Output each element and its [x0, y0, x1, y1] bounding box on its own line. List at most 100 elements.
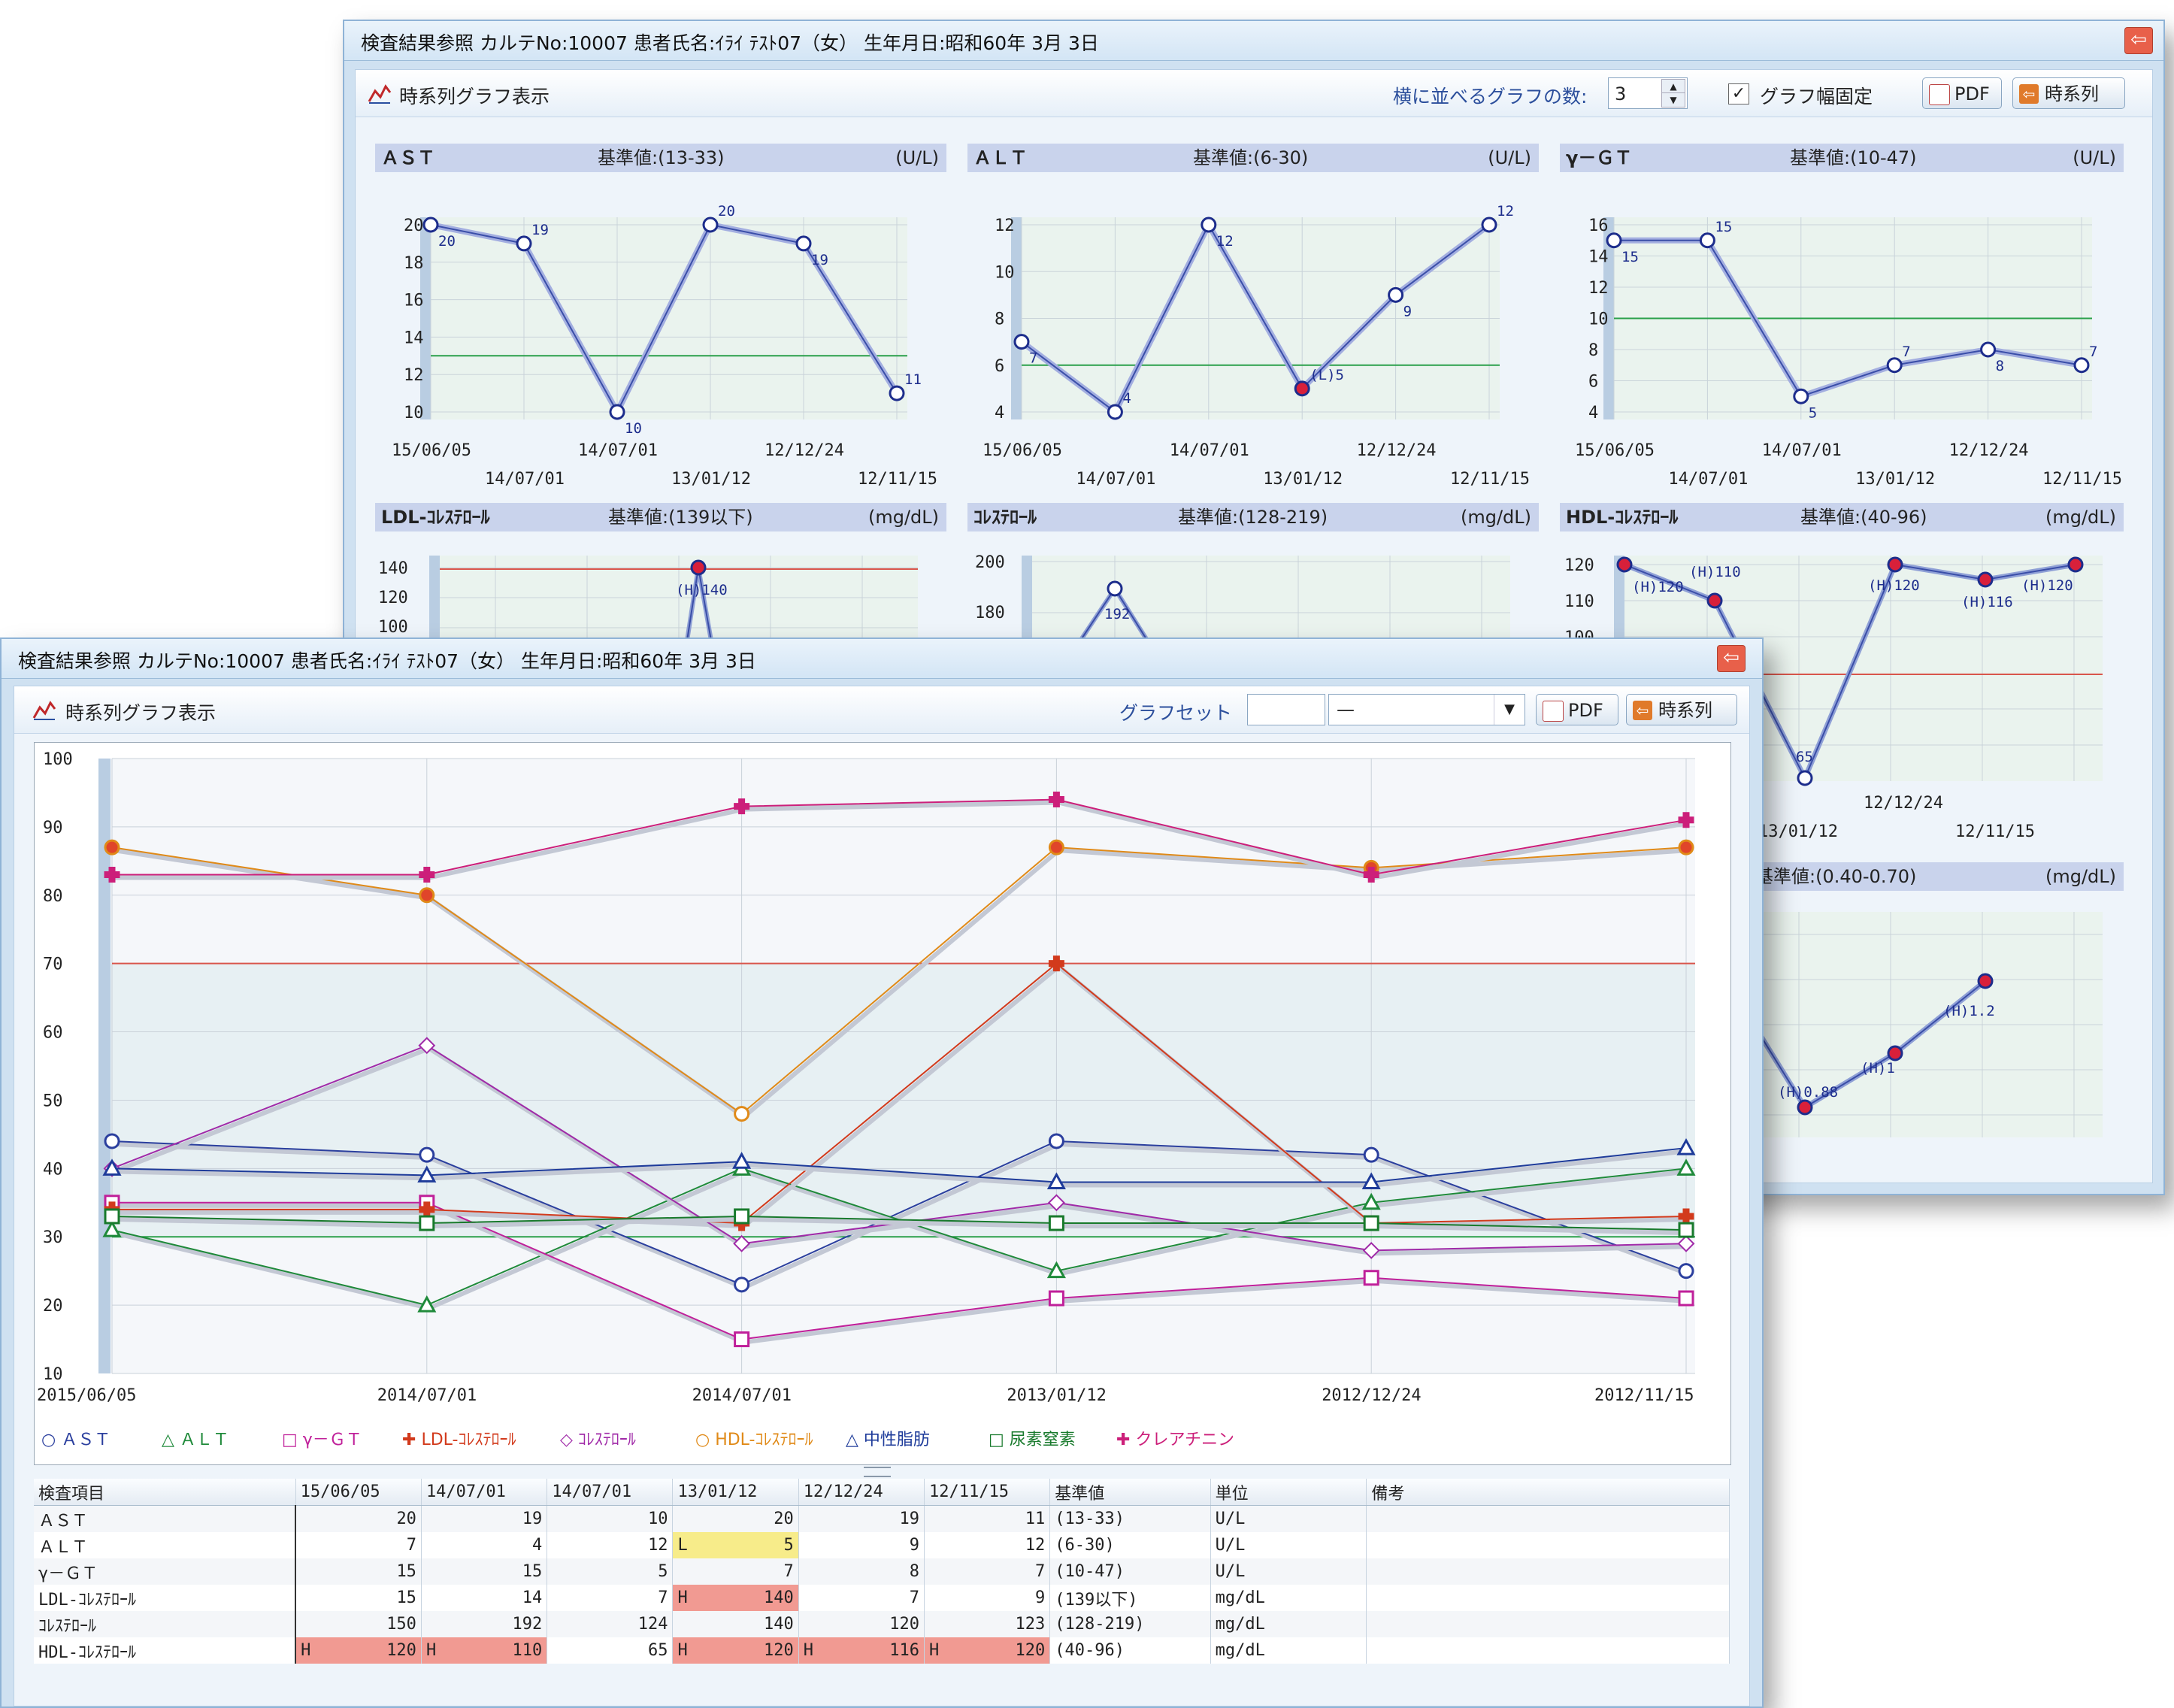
- legend-item: ✚ クレアチニン: [1116, 1426, 1234, 1450]
- main-point: [419, 1215, 435, 1231]
- table-header-cell[interactable]: 検査項目: [34, 1479, 296, 1506]
- front-toolbar: 時系列グラフ表示 グラフセット — ▼ PDF ⇦ 時系列: [14, 686, 1749, 734]
- main-point: [1362, 1241, 1380, 1259]
- c0-point: [889, 385, 905, 401]
- main-point: [1048, 1215, 1064, 1231]
- table-cell-note: [1366, 1558, 1730, 1585]
- fixed-width-checkbox[interactable]: ✓: [1728, 83, 1749, 104]
- legend-item: △ ＡＬＴ: [162, 1426, 229, 1450]
- graphset-code-input[interactable]: [1247, 694, 1325, 725]
- main-point: [734, 1276, 750, 1293]
- table-cell-value: 15: [295, 1585, 422, 1611]
- front-close-icon[interactable]: ⇦: [1717, 645, 1746, 672]
- back-close-icon[interactable]: ⇦: [2124, 27, 2153, 54]
- c0-point-label: 11: [904, 371, 922, 388]
- main-series-line: [112, 1201, 1687, 1340]
- c2-ytick: 12: [1588, 279, 1609, 298]
- c2-point-label: 15: [1621, 249, 1639, 265]
- c2-point: [1886, 357, 1903, 374]
- ldl-yticks: 14012010080: [378, 559, 408, 666]
- main-xtick: 2014/07/01: [377, 1386, 477, 1404]
- table-header-cell[interactable]: 15/06/05: [295, 1479, 422, 1506]
- table-header-cell[interactable]: 単位: [1210, 1479, 1367, 1506]
- c2-xtick: 12/12/24: [1949, 441, 2029, 460]
- table-cell-note: [1366, 1611, 1730, 1637]
- c2-ytick: 8: [1588, 341, 1598, 360]
- table-header-cell[interactable]: 13/01/12: [672, 1479, 799, 1506]
- table-header-cell[interactable]: 基準値: [1049, 1479, 1211, 1506]
- table-header-cell[interactable]: 14/07/01: [421, 1479, 548, 1506]
- main-point: [734, 798, 750, 815]
- panel-head-ldl: LDL-ｺﾚｽﾃﾛｰﾙ 基準値:(139以下) (mg/dL): [375, 503, 946, 531]
- cre-label-2: (H)0.88: [1778, 1084, 1838, 1101]
- hdl-label-2: (H)110: [1689, 564, 1741, 580]
- main-point: [734, 1331, 750, 1348]
- main-point: [417, 1295, 437, 1313]
- splitter-handle[interactable]: [864, 1467, 891, 1477]
- main-point: [733, 1234, 751, 1252]
- legend-symbol-icon: ◇: [560, 1431, 578, 1449]
- spinner-down-icon[interactable]: ▼: [1661, 92, 1685, 108]
- chevron-down-icon[interactable]: ▼: [1494, 695, 1525, 725]
- table-cell-value: 14: [421, 1585, 548, 1611]
- hdl-ytick-120: 120: [1564, 556, 1594, 575]
- graphset-select[interactable]: — ▼: [1328, 694, 1525, 725]
- main-ytick: 90: [43, 819, 63, 837]
- main-series-shadow: [114, 1141, 1690, 1291]
- main-point: [419, 1146, 435, 1163]
- table-header-cell[interactable]: 12/12/24: [798, 1479, 925, 1506]
- main-ytick: 80: [43, 887, 63, 906]
- hdl-point-4: [1887, 556, 1903, 573]
- main-ytick: 20: [43, 1297, 63, 1316]
- legend-symbol-icon: ✚: [1116, 1431, 1136, 1449]
- chol-ytick-200: 200: [975, 553, 1005, 572]
- c2-point: [1606, 232, 1622, 249]
- results-table: 検査項目 15/06/05 14/07/01 14/07/01 13/01/12 12/1…: [34, 1479, 1730, 1664]
- legend-label: γ－ＧＴ: [302, 1431, 362, 1449]
- table-cell-value: 10: [547, 1505, 674, 1532]
- table-header-cell[interactable]: 備考: [1366, 1479, 1730, 1506]
- table-cell-value: 11: [924, 1505, 1051, 1532]
- ldl-ytick-100: 100: [378, 618, 408, 637]
- table-cell-unit: mg/dL: [1210, 1611, 1367, 1637]
- table-row[interactable]: LDL-ｺﾚｽﾃﾛｰﾙ 15 14 7 H 140 7 9 (139以下) mg/dL: [34, 1585, 1730, 1611]
- table-header-cell[interactable]: 12/11/15: [924, 1479, 1051, 1506]
- legend-label: クレアチニン: [1135, 1431, 1234, 1449]
- c0-point-label: 20: [718, 203, 735, 220]
- table-cell-ref: (13-33): [1049, 1505, 1211, 1532]
- table-row[interactable]: ｺﾚｽﾃﾛｰﾙ 150 192 124 140 120 123 (128-219) mg/dL: [34, 1611, 1730, 1637]
- panel-head-chol: ｺﾚｽﾃﾛｰﾙ 基準値:(128-219) (mg/dL): [967, 503, 1539, 531]
- table-cell-value: 124: [547, 1611, 674, 1637]
- c1-ytick: 10: [995, 263, 1015, 282]
- table-cell-ref: (139以下): [1049, 1585, 1211, 1611]
- table-cell-value: 65: [547, 1637, 674, 1664]
- back-timeseries-button[interactable]: ⇦ 時系列: [2012, 77, 2125, 109]
- table-row[interactable]: γ－ＧＴ 15 15 5 7 8 7 (10-47) U/L: [34, 1558, 1730, 1585]
- main-xtick: 2013/01/12: [1007, 1386, 1106, 1404]
- table-row[interactable]: ＡＬＴ 7 4 12 L 5 9 12 (6-30) U/L: [34, 1532, 1730, 1558]
- table-cell-value: 19: [798, 1505, 925, 1532]
- c1-point: [1481, 217, 1497, 233]
- c2-ytick: 4: [1588, 404, 1598, 422]
- c2-xtick: 14/07/01: [1668, 470, 1748, 489]
- c2-point-label: 7: [2089, 344, 2097, 360]
- table-row[interactable]: ＡＳＴ 20 19 10 20 19 11 (13-33) U/L: [34, 1505, 1730, 1532]
- cre-point-2: [1797, 1099, 1813, 1116]
- c1-y-band: [1011, 217, 1022, 419]
- c2-ytick: 16: [1588, 217, 1609, 235]
- legend-symbol-icon: □: [282, 1431, 303, 1449]
- table-row[interactable]: HDL-ｺﾚｽﾃﾛｰﾙ H 120 H 110 65 H 120 H 116 H 120 (40-96)…: [34, 1637, 1730, 1664]
- main-point: [732, 1152, 752, 1169]
- back-pdf-button[interactable]: PDF: [1922, 77, 2002, 109]
- table-cell-item: ＡＬＴ: [34, 1532, 297, 1558]
- main-ytick: 50: [43, 1092, 63, 1110]
- hdl-point-6: [2067, 556, 2084, 573]
- table-header-cell[interactable]: 14/07/01: [547, 1479, 674, 1506]
- front-pdf-button[interactable]: PDF: [1536, 694, 1618, 725]
- front-timeseries-button[interactable]: ⇦ 時系列: [1626, 694, 1737, 725]
- legend-symbol-icon: ✚: [402, 1431, 422, 1449]
- c2-xtick: 14/07/01: [1762, 441, 1842, 460]
- graphs-per-row-spinner[interactable]: 3 ▲ ▼: [1608, 77, 1688, 109]
- main-series-line: [112, 798, 1687, 876]
- front-toolbar-title: 時系列グラフ表示: [65, 702, 216, 724]
